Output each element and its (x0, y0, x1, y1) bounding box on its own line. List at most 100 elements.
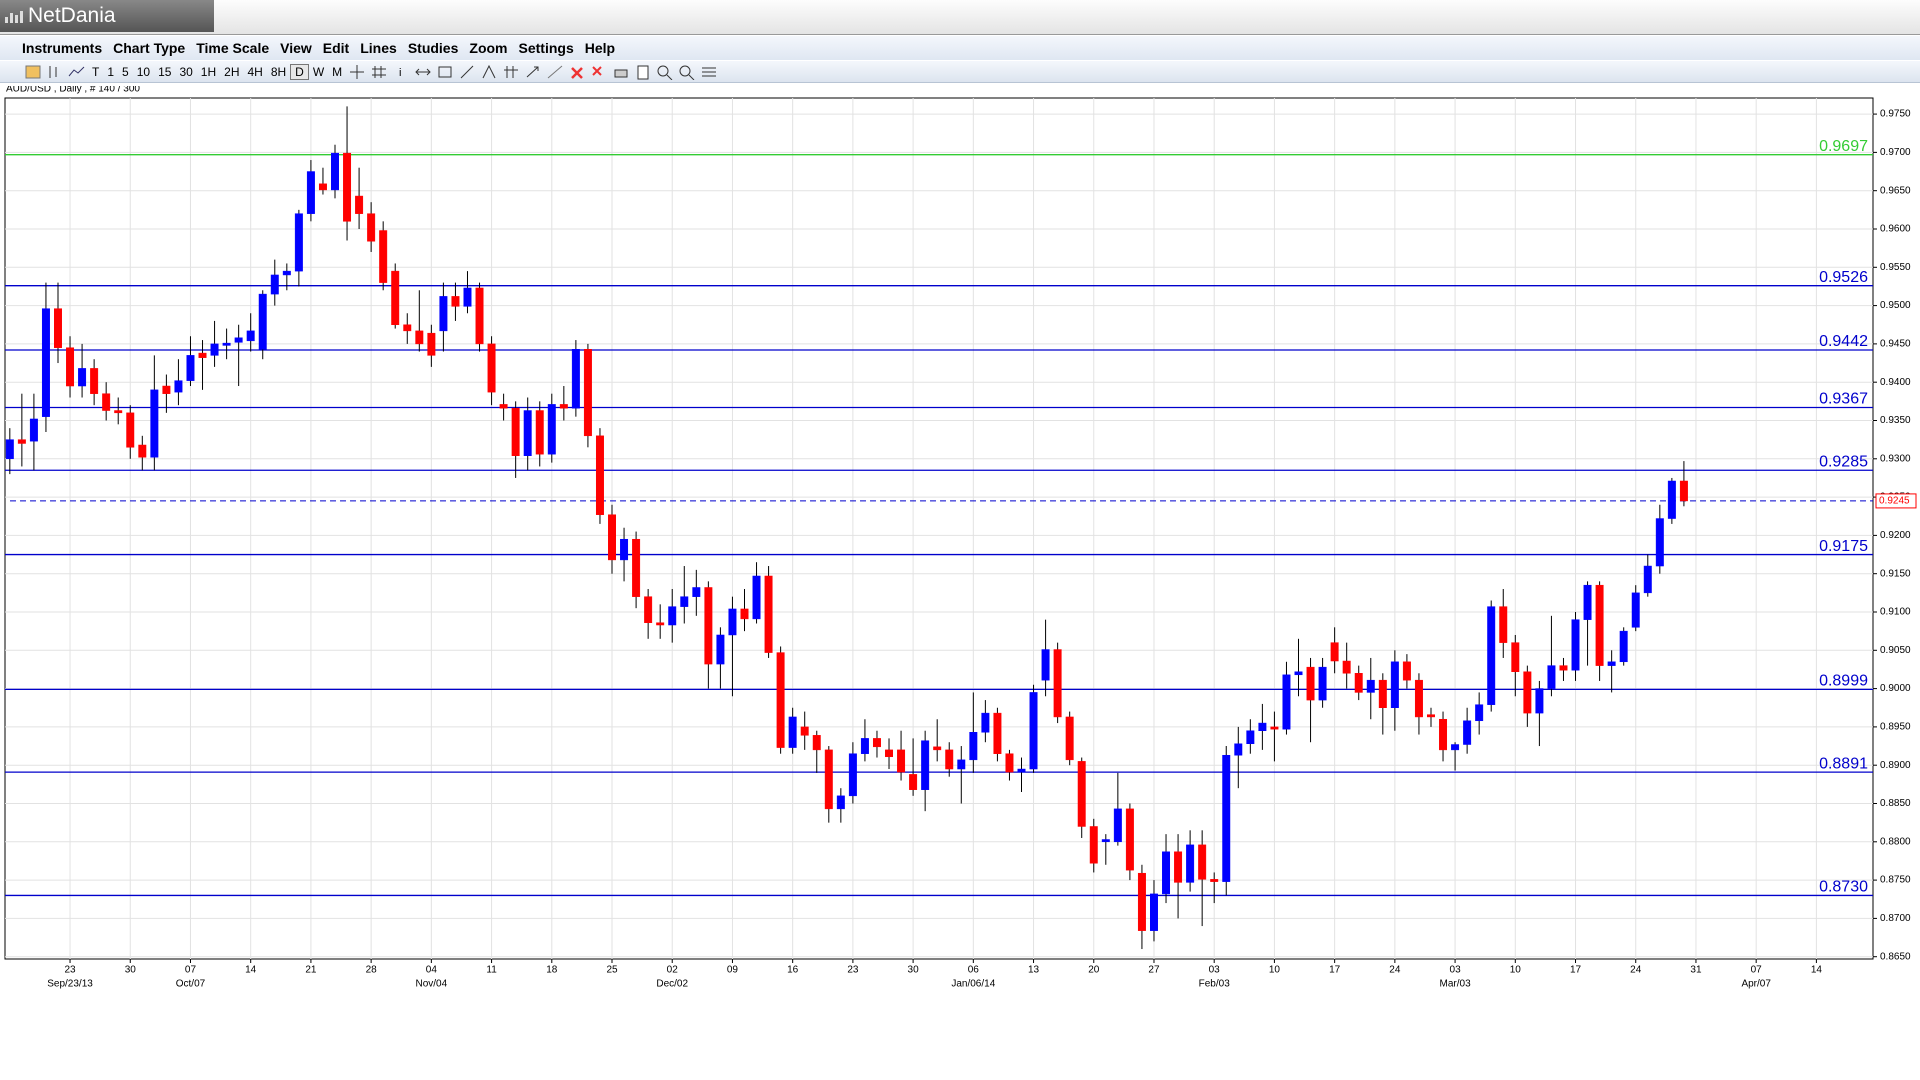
y-tick-label: 0.9450 (1880, 339, 1911, 350)
candle-body (1667, 480, 1676, 519)
menu-item[interactable]: Instruments (22, 40, 103, 56)
candle-body (1089, 826, 1098, 864)
x-major-label: Nov/04 (416, 979, 448, 990)
timescale-button[interactable]: 10 (136, 64, 151, 79)
x-tick-label: 07 (1751, 965, 1763, 976)
candle-body (1595, 584, 1604, 666)
candle-body (969, 732, 978, 761)
menu-item[interactable]: Studies (407, 40, 459, 56)
toolbar-icon[interactable] (414, 64, 432, 80)
timescale-button[interactable]: 30 (179, 64, 193, 79)
menu-item[interactable]: View (280, 40, 312, 56)
toolbar-icon[interactable] (68, 64, 86, 80)
menu-item[interactable]: Settings (518, 40, 574, 56)
last-price-label: 0.9245 (1879, 496, 1910, 507)
toolbar-icon[interactable] (546, 64, 564, 80)
title-bar: NetDania FinanceChart (0, 0, 1920, 59)
candle-body (66, 347, 75, 387)
menu-item[interactable]: Help (584, 40, 616, 56)
toolbar-icon[interactable] (458, 64, 476, 80)
toolbar-icon[interactable]: i (392, 64, 410, 80)
toolbar-icon[interactable] (370, 64, 388, 80)
candle-body (1005, 753, 1014, 773)
timescale-button[interactable]: 1H (200, 64, 217, 79)
x-tick-label: 11 (486, 965, 497, 976)
candle-body (1149, 893, 1158, 931)
level-label: 0.9697 (1819, 138, 1868, 155)
timescale-button[interactable]: 15 (158, 64, 172, 79)
toolbar-icon[interactable] (700, 64, 718, 80)
candle-body (1270, 726, 1279, 730)
toolbar-icon[interactable] (46, 64, 64, 80)
candle-body (993, 712, 1002, 754)
menu-item[interactable]: Edit (322, 40, 350, 56)
timescale-button[interactable]: 8H (270, 64, 287, 79)
menu-item[interactable]: Chart Type (113, 40, 186, 56)
candle-body (1451, 744, 1460, 751)
toolbar-icon[interactable] (24, 64, 42, 80)
timescale-button[interactable]: W (312, 64, 325, 79)
level-label: 0.9285 (1819, 454, 1868, 471)
candle-body (367, 213, 376, 242)
candle-body (740, 608, 749, 620)
toolbar-icon[interactable] (436, 64, 454, 80)
app-icon (5, 11, 23, 23)
candle-body (451, 296, 460, 307)
toolbar-icon[interactable] (612, 64, 630, 80)
toolbar-icon[interactable] (678, 64, 696, 80)
candle-body (306, 171, 315, 214)
toolbar-icon[interactable] (524, 64, 542, 80)
candle-body (439, 296, 448, 332)
candle-body (1113, 808, 1122, 843)
toolbar-icon[interactable] (656, 64, 674, 80)
timescale-button[interactable]: 2H (224, 64, 240, 79)
menu-item[interactable]: Zoom (469, 40, 508, 56)
x-tick-label: 06 (968, 965, 980, 976)
timescale-button[interactable]: T (92, 64, 100, 79)
candle-body (1402, 661, 1411, 681)
candle-body (692, 587, 701, 597)
timescale-button[interactable]: 1 (107, 64, 115, 79)
toolbar-icon[interactable] (634, 64, 652, 80)
menu-item[interactable]: Lines (360, 40, 397, 56)
y-tick-label: 0.8750 (1880, 875, 1911, 886)
candle-body (776, 652, 785, 748)
x-tick-label: 31 (1690, 965, 1702, 976)
candle-body (138, 444, 147, 458)
toolbar-icon[interactable] (480, 64, 498, 80)
candle-body (246, 330, 255, 342)
level-label: 0.9175 (1819, 538, 1868, 555)
timescale-button[interactable]: 5 (122, 64, 129, 79)
candle-body (1246, 730, 1255, 745)
candle-body (1655, 518, 1664, 567)
candle-body (523, 410, 532, 456)
y-tick-label: 0.9350 (1880, 415, 1911, 426)
x-major-label: Sep/23/13 (47, 979, 93, 990)
candle-body (608, 514, 616, 561)
candle-body (186, 355, 195, 381)
toolbar-icon[interactable] (590, 64, 608, 80)
candle-body (1029, 692, 1038, 770)
candle-body (1631, 592, 1640, 628)
toolbar-icon[interactable] (502, 64, 520, 80)
candle-body (1463, 720, 1472, 745)
candle-body (150, 389, 159, 458)
candle-body (704, 587, 713, 665)
toolbar-icon[interactable] (348, 64, 366, 80)
candle-body (1137, 872, 1146, 931)
timescale-button[interactable]: M (332, 64, 343, 79)
candle-body (547, 404, 556, 455)
candle-body (1041, 649, 1050, 681)
menu-item[interactable]: Time Scale (196, 40, 270, 56)
timescale-button[interactable]: D (290, 63, 309, 80)
y-tick-label: 0.8700 (1880, 913, 1911, 924)
candle-body (1065, 716, 1074, 761)
toolbar-icon[interactable] (568, 64, 586, 80)
candle-body (1547, 665, 1556, 689)
x-tick-label: 23 (847, 965, 859, 976)
candle-body (1222, 754, 1231, 882)
timescale-button[interactable]: 4H (247, 64, 263, 79)
candle-body (644, 596, 653, 623)
y-tick-label: 0.9400 (1880, 377, 1911, 388)
